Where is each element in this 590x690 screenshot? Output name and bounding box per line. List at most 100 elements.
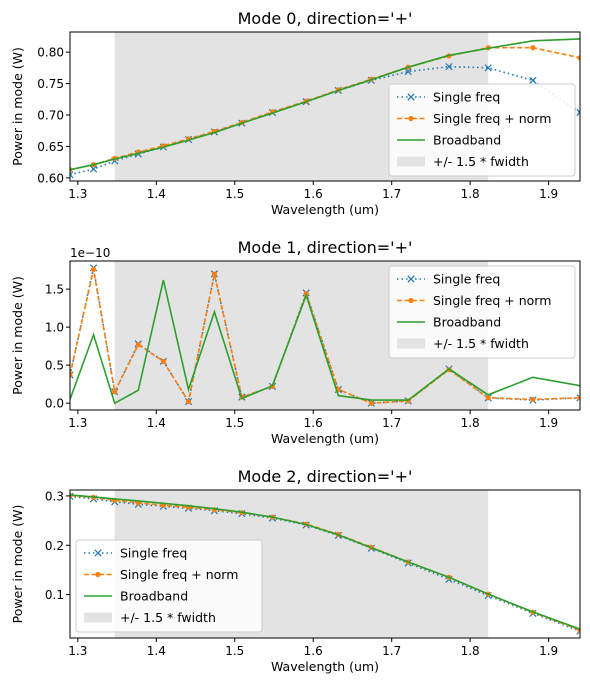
x-tick-label: 1.9 (539, 644, 558, 658)
legend-label: Single freq (433, 90, 500, 105)
point-x-marker (404, 67, 412, 76)
legend-x-marker (407, 275, 415, 283)
point-x-marker (484, 64, 492, 72)
x-axis-label: Wavelength (um) (271, 431, 379, 446)
point-dot-marker (160, 358, 166, 364)
x-tick-label: 1.4 (147, 187, 166, 201)
point-x-marker (70, 171, 74, 179)
series-layer (70, 38, 580, 179)
point-x-marker (89, 165, 98, 173)
y-offset-label: 1e−10 (70, 246, 110, 260)
legend-label: Single freq (120, 546, 187, 561)
point-x-marker (70, 371, 74, 379)
series-broadband (70, 279, 580, 405)
legend-band-swatch (397, 156, 425, 167)
x-tick-label: 1.3 (68, 644, 87, 658)
y-tick-label: 0.5 (45, 359, 64, 373)
point-dot-marker (70, 372, 73, 378)
point-x-marker (445, 62, 453, 71)
x-tick-label: 1.5 (225, 416, 244, 430)
axes-frame (69, 260, 581, 411)
y-tick-label: 1.5 (45, 283, 64, 297)
chart-title: Mode 1, direction='+' (238, 238, 413, 257)
legend-x-marker (94, 549, 102, 557)
x-tick-label: 1.7 (382, 644, 401, 658)
x-tick-label: 1.9 (539, 416, 558, 430)
y-tick-label: 0.60 (37, 171, 64, 185)
y-tick-label: 0.2 (45, 539, 64, 553)
y-tick-label: 0.65 (37, 140, 64, 154)
x-tick-label: 1.8 (461, 416, 480, 430)
x-tick-label: 1.8 (461, 187, 480, 201)
x-tick-label: 1.4 (147, 644, 166, 658)
legend-label: Single freq + norm (433, 293, 551, 308)
y-tick-label: 0.70 (37, 108, 64, 122)
legend-label: Broadband (433, 133, 501, 148)
legend-x-marker (407, 93, 415, 101)
point-dot-marker (577, 55, 580, 61)
y-tick-label: 0.80 (37, 46, 64, 60)
axes-frame (69, 31, 581, 182)
x-tick-label: 1.9 (539, 187, 558, 201)
point-dot-marker (530, 45, 536, 51)
point-dot-marker (135, 342, 141, 348)
subplot-mode-0: 1.3 1.4 1.5 1.6 1.7 1.8 1.9 0.60 0.65 0.70 0.75 0.8… (10, 9, 581, 217)
legend-box (388, 265, 576, 359)
x-tick-label: 1.6 (304, 644, 323, 658)
legend: Single freq Single freq + norm Broadband +/… (388, 83, 576, 177)
y-tick-label: 0.0 (45, 397, 64, 411)
legend-label: Broadband (433, 315, 501, 330)
chart-title: Mode 2, direction='+' (238, 467, 413, 486)
x-tick-label: 1.6 (304, 187, 323, 201)
point-x-marker (576, 394, 580, 402)
series-line (70, 279, 580, 405)
series-layer (70, 264, 580, 407)
legend-band-swatch (84, 612, 112, 623)
point-x-marker (576, 108, 580, 117)
series-line (70, 267, 580, 405)
subplot-mode-1: 1.3 1.4 1.5 1.6 1.7 1.8 1.9 0.0 0.5 1.0 1.5 1e−10 Mo… (10, 238, 581, 446)
legend-label: Single freq (433, 272, 500, 287)
legend-label: +/- 1.5 * fwidth (120, 610, 216, 625)
x-tick-label: 1.4 (147, 416, 166, 430)
legend-label: Broadband (120, 589, 188, 604)
x-axis-label: Wavelength (um) (271, 659, 379, 674)
legend-box (388, 83, 576, 177)
legend-label: Single freq + norm (120, 567, 238, 582)
point-dot-marker (577, 395, 580, 401)
y-tick-label: 1.0 (45, 321, 64, 335)
series-line (70, 38, 580, 171)
series-layer (70, 492, 580, 635)
point-dot-marker (185, 399, 192, 405)
legend-label: +/- 1.5 * fwidth (433, 336, 529, 351)
x-tick-label: 1.7 (382, 416, 401, 430)
legend-label: Single freq + norm (433, 111, 551, 126)
point-dot-marker (90, 266, 97, 272)
y-tick-label: 0.75 (37, 77, 64, 91)
x-tick-label: 1.6 (304, 416, 323, 430)
legend-band-swatch (397, 338, 425, 349)
y-axis-label: Power in mode (W) (10, 47, 25, 166)
x-tick-label: 1.3 (68, 416, 87, 430)
point-dot-marker (530, 396, 536, 402)
legend-dot-marker (408, 115, 414, 122)
x-tick-label: 1.7 (382, 187, 401, 201)
series-line (70, 494, 580, 630)
series-line (70, 269, 580, 405)
y-axis-label: Power in mode (W) (10, 276, 25, 395)
legend-dot-marker (408, 297, 414, 304)
point-x-marker (529, 76, 537, 85)
x-tick-label: 1.5 (225, 644, 244, 658)
series-broadband (70, 494, 580, 630)
axes-frame (69, 489, 581, 639)
y-tick-label: 0.3 (45, 489, 64, 503)
legend-dot-marker (95, 571, 101, 578)
y-axis-label: Power in mode (W) (10, 505, 25, 624)
x-tick-label: 1.8 (461, 644, 480, 658)
legend: Single freq Single freq + norm Broadband +/… (75, 539, 263, 633)
legend: Single freq Single freq + norm Broadband +/… (388, 265, 576, 359)
chart-title: Mode 0, direction='+' (238, 9, 413, 28)
x-axis-label: Wavelength (um) (271, 202, 379, 217)
point-dot-marker (485, 395, 491, 401)
